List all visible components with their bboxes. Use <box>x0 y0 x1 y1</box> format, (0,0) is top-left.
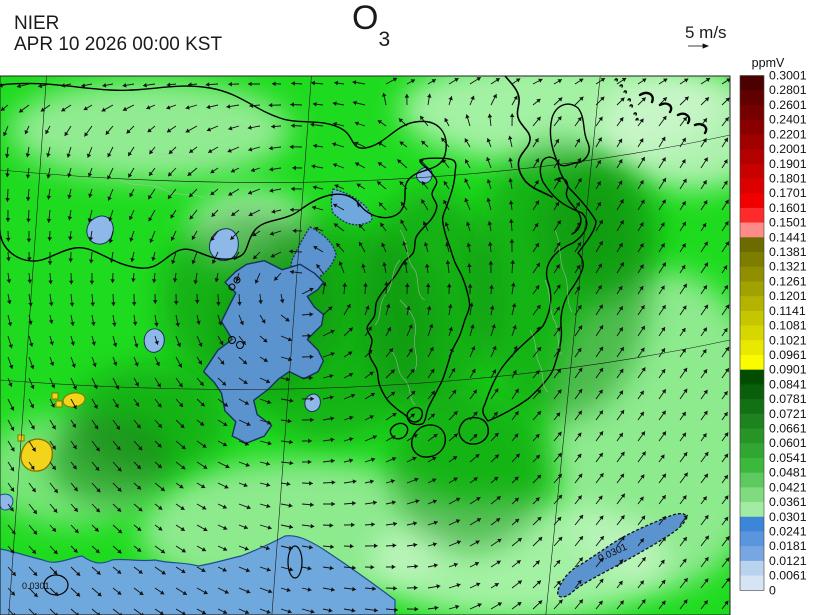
svg-text:0.0781: 0.0781 <box>769 392 807 406</box>
svg-text:0.0121: 0.0121 <box>769 554 807 568</box>
svg-text:0.0241: 0.0241 <box>769 524 807 538</box>
svg-text:0.1701: 0.1701 <box>769 186 807 200</box>
svg-text:0.1261: 0.1261 <box>769 274 807 288</box>
svg-text:0.1141: 0.1141 <box>769 304 806 318</box>
svg-text:0.1081: 0.1081 <box>769 319 807 333</box>
svg-text:0.0301: 0.0301 <box>769 510 807 524</box>
svg-text:0.0721: 0.0721 <box>769 407 807 421</box>
svg-text:0.0661: 0.0661 <box>769 422 807 436</box>
svg-text:0.0301: 0.0301 <box>22 581 50 591</box>
svg-text:0.0361: 0.0361 <box>769 495 807 509</box>
svg-text:0.0901: 0.0901 <box>769 363 807 377</box>
svg-text:0.0841: 0.0841 <box>769 377 807 391</box>
svg-text:0.1501: 0.1501 <box>769 216 807 230</box>
svg-text:0.2401: 0.2401 <box>769 113 807 127</box>
svg-text:0.1901: 0.1901 <box>769 157 807 171</box>
svg-text:0.0481: 0.0481 <box>769 466 807 480</box>
svg-text:0.2801: 0.2801 <box>769 83 807 97</box>
svg-text:0.0061: 0.0061 <box>769 569 807 583</box>
svg-text:0: 0 <box>769 583 776 597</box>
svg-text:0.1801: 0.1801 <box>769 171 807 185</box>
svg-text:0.2601: 0.2601 <box>769 98 807 112</box>
svg-text:0.1441: 0.1441 <box>769 230 807 244</box>
svg-text:0.1381: 0.1381 <box>769 245 807 259</box>
svg-text:0.1021: 0.1021 <box>769 333 807 347</box>
svg-text:0.3001: 0.3001 <box>769 69 807 83</box>
svg-text:0.1201: 0.1201 <box>769 289 807 303</box>
svg-text:0.0601: 0.0601 <box>769 436 807 450</box>
svg-text:0.2201: 0.2201 <box>769 127 807 141</box>
svg-text:0.2001: 0.2001 <box>769 142 807 156</box>
svg-text:0.0541: 0.0541 <box>769 451 807 465</box>
svg-text:0.0961: 0.0961 <box>769 348 807 362</box>
svg-text:0.0421: 0.0421 <box>769 480 807 494</box>
svg-text:0.1601: 0.1601 <box>769 201 807 215</box>
svg-text:0.0181: 0.0181 <box>769 539 807 553</box>
svg-text:0.1321: 0.1321 <box>769 260 807 274</box>
